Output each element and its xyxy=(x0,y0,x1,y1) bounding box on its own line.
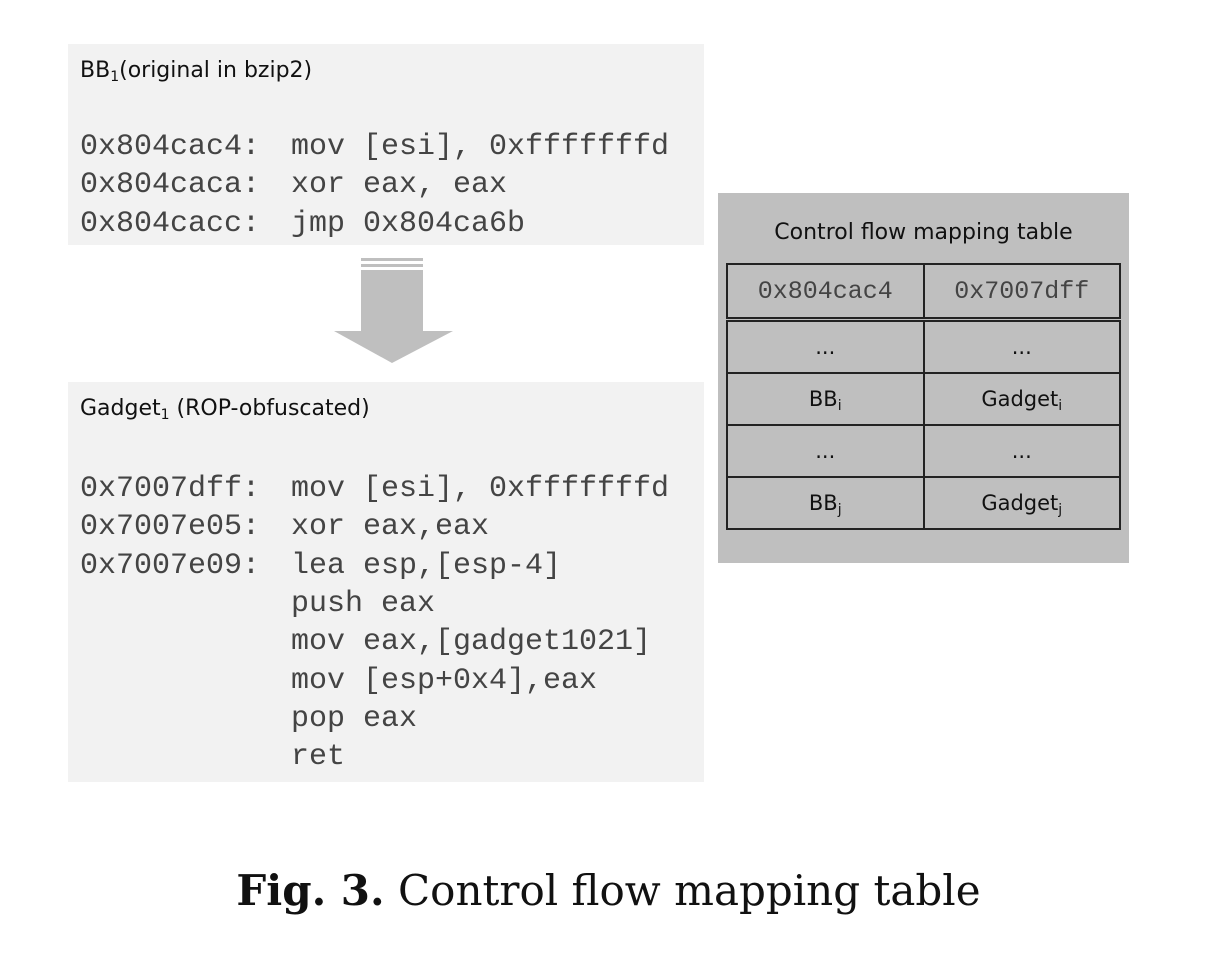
address: 0x7007dff: xyxy=(80,472,261,506)
table-title: Control flow mapping table xyxy=(774,220,1073,245)
table-row: ...... xyxy=(726,424,1121,478)
text: ... xyxy=(815,335,836,359)
text: ... xyxy=(1011,335,1032,359)
text: BB xyxy=(808,387,838,411)
instruction: pop eax xyxy=(291,701,418,736)
header-row: 0x804cac4 0x7007dff xyxy=(726,263,1121,322)
subscript: 1 xyxy=(160,407,170,423)
instruction: xor eax,eax xyxy=(291,510,490,545)
subscript: i xyxy=(1058,398,1063,414)
caption: Fig. 3. Control flow mapping table xyxy=(0,866,1217,915)
instruction: mov [esi], 0xfffffffd xyxy=(291,472,670,506)
text: (ROP-obfuscated) xyxy=(169,396,370,421)
caption-label: Fig. 3. xyxy=(236,866,385,915)
instruction: xor eax, eax xyxy=(291,168,508,203)
cell: ... xyxy=(726,318,925,374)
address: 0x804cacc: xyxy=(80,206,261,241)
address: 0x804cac4: xyxy=(80,130,261,164)
cell: 0x7007dff xyxy=(922,263,1121,322)
cell: BBi xyxy=(726,372,925,426)
original-box: BB1(original in bzip2) 0x804cac4: mov [es… xyxy=(68,44,704,245)
address: 0x804caca: xyxy=(80,168,261,203)
caption-text: Control flow mapping table xyxy=(398,866,981,915)
text: Gadget xyxy=(981,491,1059,515)
subscript: j xyxy=(1058,502,1063,518)
cell: BBj xyxy=(726,476,925,530)
gadget-box: Gadget1 (ROP-obfuscated) 0x7007dff: mov [… xyxy=(68,382,704,782)
instruction: push eax xyxy=(291,586,436,621)
mapping-table: 0x804cac4 0x7007dff ...... BBi Gadgeti.....… xyxy=(726,263,1121,530)
address: 0x7007e09: xyxy=(80,548,261,583)
text: Gadget xyxy=(981,387,1059,411)
instruction: jmp 0x804ca6b xyxy=(291,206,526,241)
text: (original in bzip2) xyxy=(119,58,313,83)
instruction: lea esp,[esp-4] xyxy=(291,548,562,583)
text: Gadget xyxy=(80,396,161,421)
table-row: BBj Gadgetj xyxy=(726,476,1121,530)
text: BB xyxy=(808,491,838,515)
mapping-panel: Control flow mapping table 0x804cac4 0x70… xyxy=(718,193,1129,563)
subscript: 1 xyxy=(110,69,120,85)
instruction: mov eax,[gadget1021] xyxy=(291,625,652,660)
cell: 0x804cac4 xyxy=(726,263,925,322)
table-row: ...... xyxy=(726,318,1121,374)
cell: Gadgeti xyxy=(922,372,1121,426)
instruction: mov [esi], 0xfffffffd xyxy=(291,130,670,164)
instruction: mov [esp+0x4],eax xyxy=(291,663,598,698)
instruction: ret xyxy=(291,740,346,775)
cell: ... xyxy=(922,424,1121,478)
table-row: BBi Gadgeti xyxy=(726,372,1121,426)
cell: ... xyxy=(922,318,1121,374)
subscript: i xyxy=(837,398,842,414)
cell: Gadgetj xyxy=(922,476,1121,530)
text: ... xyxy=(1011,439,1032,463)
arrow xyxy=(334,258,453,363)
cell: ... xyxy=(726,424,925,478)
box-title: Gadget1 (ROP-obfuscated) xyxy=(80,396,370,423)
box-title: BB1(original in bzip2) xyxy=(80,58,313,85)
subscript: j xyxy=(837,502,842,518)
address: 0x7007e05: xyxy=(80,510,261,545)
text: ... xyxy=(815,439,836,463)
text: BB xyxy=(80,58,111,83)
